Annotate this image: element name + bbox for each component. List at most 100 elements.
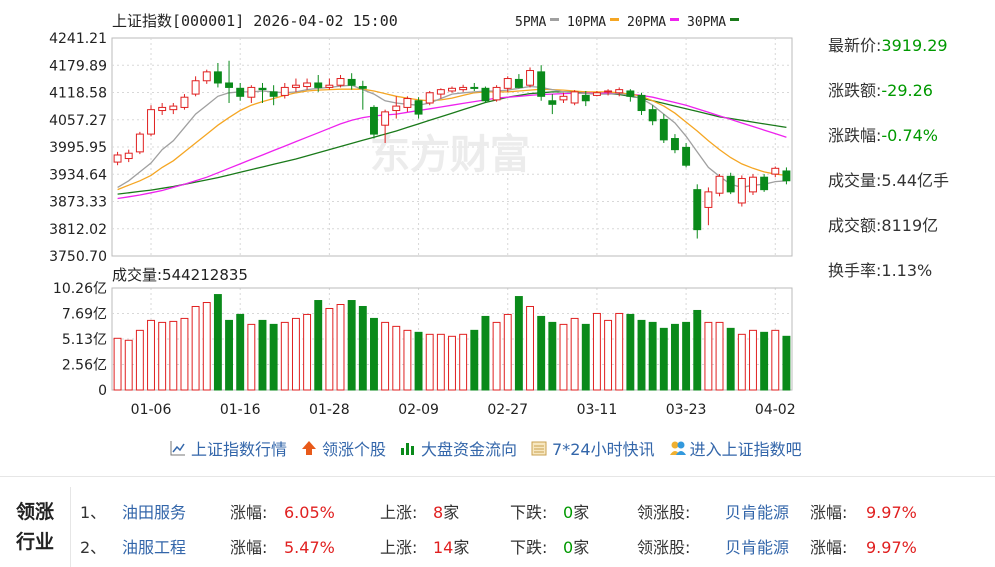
candle-body <box>269 91 278 97</box>
candle-body <box>559 95 568 101</box>
volume-bar <box>370 317 378 391</box>
candle-body <box>782 170 791 182</box>
candle-body <box>760 176 769 191</box>
volume-tick-label: 5.13亿 <box>62 332 107 348</box>
volume-bar <box>403 329 412 391</box>
price-tick-label: 4179.89 <box>49 58 107 74</box>
candle-body <box>459 86 468 91</box>
legend-label: 30PMA <box>687 15 726 30</box>
candle-body <box>280 86 289 96</box>
volume-bar <box>659 327 668 391</box>
leader-stock-link[interactable]: 贝肯能源 <box>725 503 790 522</box>
volume-bar <box>347 300 356 391</box>
volume-bar <box>492 321 501 391</box>
volume-bar <box>314 300 323 391</box>
volume-bar <box>481 315 490 391</box>
sector-name-link[interactable]: 油田服务 <box>122 503 187 522</box>
stat-value: 3919.29 <box>881 36 948 55</box>
candle-body <box>325 84 334 88</box>
line-chart-icon <box>170 440 186 456</box>
legend-swatch <box>730 18 739 21</box>
volume-bar <box>503 313 512 391</box>
volume-bar <box>548 321 557 391</box>
sector-name-link[interactable]: 油服工程 <box>122 538 187 557</box>
candle-body <box>425 92 434 104</box>
candle-body <box>258 87 267 91</box>
candle-body <box>581 94 590 102</box>
volume-bar <box>559 323 568 391</box>
date-tick-label: 01-06 <box>131 402 172 418</box>
price-tick-label: 3812.02 <box>49 222 107 238</box>
candle-body <box>771 167 780 175</box>
index-chart: 上证指数[000001] 2026-04-02 15:00 5PMA 10PMA 20… <box>49 12 796 418</box>
candle-body <box>135 133 144 153</box>
candle-body <box>670 138 679 151</box>
volume-bar <box>381 321 390 391</box>
volume-bar <box>169 320 178 391</box>
ma30-line <box>117 91 787 195</box>
volume-bar <box>225 319 234 391</box>
candle-body <box>113 154 122 163</box>
candle-body <box>570 91 579 104</box>
candle-body <box>548 100 557 105</box>
candle-body <box>124 152 133 160</box>
price-tick-label: 3750.70 <box>49 249 107 265</box>
legend-label: 10PMA <box>567 15 606 30</box>
volume-bar <box>570 317 579 391</box>
candle-body <box>526 70 534 86</box>
volume-bar <box>291 317 300 391</box>
link-leading-stocks[interactable]: 领涨个股 <box>301 437 386 459</box>
candle-body <box>303 82 312 88</box>
candle-body <box>414 100 423 115</box>
stat-change-percent: 涨跌幅:-0.74% <box>828 126 939 145</box>
candle-body <box>347 78 356 86</box>
legend-swatch <box>670 18 679 21</box>
candle-body <box>191 80 200 95</box>
candle-body <box>180 96 189 108</box>
price-tick-label: 3873.33 <box>49 195 107 211</box>
link-fund-flow[interactable]: 大盘资金流向 <box>400 437 517 459</box>
price-tick-label: 3934.64 <box>49 167 107 183</box>
volume-bar <box>470 329 479 391</box>
candle-body <box>370 106 378 135</box>
volume-bar <box>615 312 624 391</box>
candle-body <box>726 175 735 193</box>
candle-body <box>158 106 167 112</box>
candle-body <box>336 78 345 86</box>
volume-bar <box>269 323 278 391</box>
candle-body <box>503 78 512 89</box>
candle-body <box>247 86 256 98</box>
candle-body <box>615 89 624 94</box>
volume-bar <box>782 335 791 391</box>
volume-bar <box>180 317 189 391</box>
link-index-forum[interactable]: 进入上证指数吧 <box>669 437 802 459</box>
candle-body <box>737 178 746 204</box>
volume-bar <box>325 307 334 391</box>
leader-stock-link[interactable]: 贝肯能源 <box>725 538 790 557</box>
volume-bar <box>581 323 590 391</box>
link-news-flash[interactable]: 7*24小时快讯 <box>531 437 655 459</box>
volume-bar <box>448 335 456 391</box>
volume-bar <box>258 319 267 391</box>
date-tick-label: 02-27 <box>487 402 528 418</box>
sector-title: 领涨 行业 <box>0 487 71 567</box>
candle-body <box>147 109 155 135</box>
chart-title: 上证指数[000001] 2026-04-02 15:00 <box>112 12 398 30</box>
legend-label: 5PMA <box>515 15 546 30</box>
volume-bar <box>303 313 312 391</box>
volume-bar <box>135 329 144 391</box>
section-divider <box>0 476 995 477</box>
volume-tick-label: 10.26亿 <box>53 281 107 297</box>
volume-bar <box>526 305 534 391</box>
up-arrow-icon <box>301 440 317 456</box>
stat-value: -0.74% <box>881 126 939 145</box>
volume-bar <box>124 339 133 391</box>
price-tick-label: 4241.21 <box>49 31 107 47</box>
candle-body <box>314 82 323 88</box>
volume-bar <box>147 319 155 391</box>
volume-bar <box>280 321 289 391</box>
volume-bar <box>358 305 367 391</box>
candle-body <box>236 87 245 97</box>
volume-bar <box>704 321 713 391</box>
link-index-quote[interactable]: 上证指数行情 <box>170 437 287 459</box>
